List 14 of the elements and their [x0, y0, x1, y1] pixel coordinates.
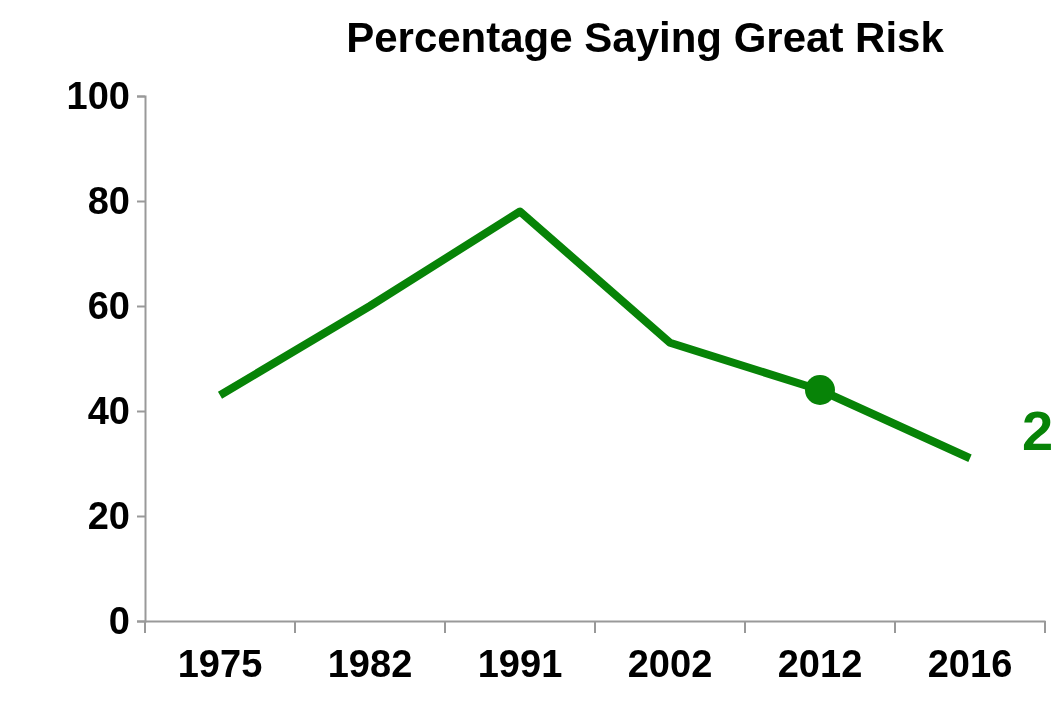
y-tick-label: 40: [87, 389, 130, 432]
x-tick-label: 1982: [327, 643, 413, 686]
annotation: 2: [1022, 399, 1054, 462]
x-tick-label: 2016: [927, 643, 1013, 686]
chart-title: Percentage Saying Great Risk: [346, 14, 945, 61]
x-tick-label: 2002: [627, 643, 713, 686]
x-tick-label: 2012: [777, 643, 863, 686]
x-tick-label: 1975: [177, 643, 263, 686]
y-tick-label: 60: [87, 284, 130, 327]
x-tick-label: 1991: [477, 643, 563, 686]
y-tick-label: 80: [87, 179, 130, 222]
y-tick-label: 100: [66, 74, 130, 117]
y-tick-label: 0: [108, 599, 130, 642]
y-tick-label: 20: [87, 494, 130, 537]
